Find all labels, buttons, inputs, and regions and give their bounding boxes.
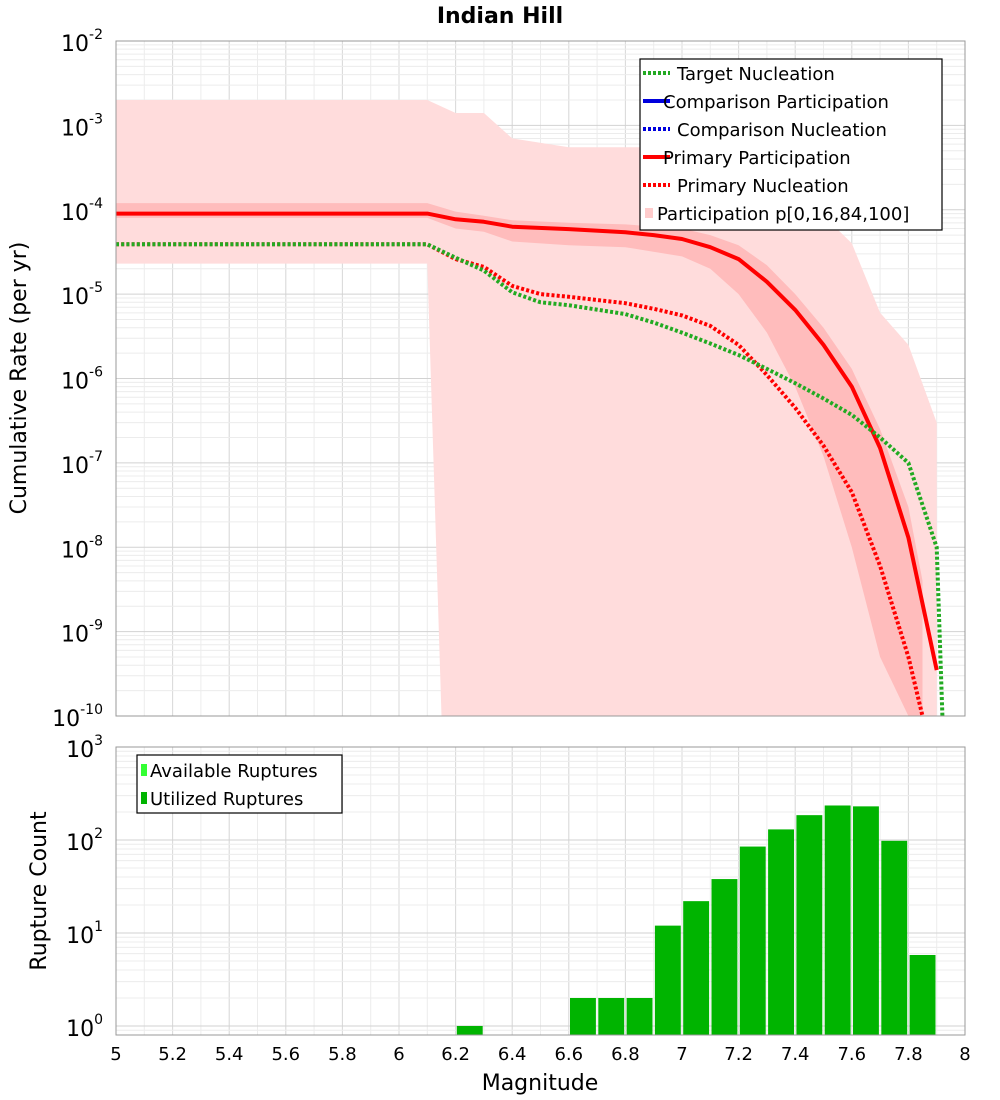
legend-label: Target Nucleation bbox=[676, 64, 835, 85]
y-axis-label-top: Cumulative Rate (per yr) bbox=[7, 242, 32, 515]
legend-label: Primary Nucleation bbox=[677, 176, 849, 197]
y-tick-base: 10 bbox=[61, 201, 89, 226]
legend-swatch bbox=[141, 792, 147, 804]
y-tick-base: 10 bbox=[61, 454, 89, 479]
series-line-primary-participation bbox=[116, 211, 939, 671]
bar bbox=[768, 829, 794, 1035]
y-tick-base: 10 bbox=[61, 538, 89, 563]
y-tick-exponent: -7 bbox=[89, 449, 103, 465]
bar bbox=[654, 925, 681, 1035]
y-tick-base: 10 bbox=[66, 831, 94, 856]
y-tick-label: 102 bbox=[66, 826, 103, 856]
y-tick-exponent: -5 bbox=[89, 280, 103, 296]
legend-label: Comparison Participation bbox=[663, 92, 889, 113]
legend-bottom: Available Ruptures Utilized Ruptures bbox=[136, 754, 343, 814]
y-tick-base: 10 bbox=[61, 285, 89, 310]
plot-frame-top bbox=[115, 40, 966, 717]
series-line-primary-nucleation bbox=[116, 242, 925, 716]
x-tick-label: 6.6 bbox=[554, 1044, 583, 1065]
x-tick-label: 7.6 bbox=[837, 1044, 866, 1065]
bar bbox=[683, 901, 710, 1035]
y-tick-base: 10 bbox=[61, 623, 89, 648]
y-tick-base: 10 bbox=[61, 370, 89, 395]
y-tick-label: 10-8 bbox=[61, 533, 103, 563]
y-tick-label: 10-2 bbox=[61, 27, 103, 57]
y-tick-base: 10 bbox=[61, 32, 89, 57]
y-tick-label: 10-4 bbox=[61, 196, 103, 226]
y-tick-base: 10 bbox=[52, 707, 80, 732]
y-tick-exponent: -8 bbox=[89, 533, 103, 549]
bar bbox=[598, 997, 625, 1035]
y-tick-label: 100 bbox=[66, 1012, 103, 1042]
x-tick-label: 6.8 bbox=[611, 1044, 640, 1065]
legend-label: Comparison Nucleation bbox=[677, 120, 887, 141]
legend-swatch bbox=[141, 764, 147, 776]
x-tick-label: 5.2 bbox=[158, 1044, 187, 1065]
x-tick-label: 6.4 bbox=[498, 1044, 527, 1065]
x-tick-label: 6.2 bbox=[441, 1044, 470, 1065]
y-tick-exponent: -6 bbox=[89, 365, 103, 381]
series-line-target-nucleation bbox=[116, 242, 945, 716]
y-tick-label: 103 bbox=[66, 733, 103, 763]
y-tick-exponent: -2 bbox=[89, 27, 103, 43]
y-tick-label: 10-10 bbox=[52, 702, 103, 732]
bar bbox=[909, 954, 936, 1035]
bar bbox=[456, 1025, 483, 1035]
x-ticks: 5 5.2 5.4 5.6 5.8 6 6.2 6.4 6.6 6.8 7 7.2 7.4 7.6 7.8 8 bbox=[110, 1044, 970, 1065]
legend-label: Primary Participation bbox=[663, 148, 851, 169]
x-tick-label: 5.6 bbox=[271, 1044, 300, 1065]
legend-top: Target Nucleation Comparison Participatio… bbox=[639, 58, 943, 231]
bars-group bbox=[456, 805, 936, 1035]
y-axis-label-bottom: Rupture Count bbox=[27, 811, 52, 971]
x-tick-label: 5.8 bbox=[328, 1044, 357, 1065]
y-tick-label: 10-7 bbox=[61, 449, 103, 479]
legend-label: Participation p[0,16,84,100] bbox=[657, 204, 909, 225]
bar bbox=[824, 805, 851, 1035]
y-tick-base: 10 bbox=[61, 116, 89, 141]
bar bbox=[711, 879, 738, 1035]
y-tick-exponent: 0 bbox=[94, 1012, 103, 1028]
x-axis-label: Magnitude bbox=[482, 1071, 599, 1096]
y-tick-label: 10-5 bbox=[61, 280, 103, 310]
x-tick-label: 7 bbox=[676, 1044, 687, 1065]
chart-title: Indian Hill bbox=[437, 4, 563, 29]
y-tick-exponent: 2 bbox=[94, 826, 103, 842]
x-tick-label: 5.4 bbox=[215, 1044, 244, 1065]
legend-box bbox=[639, 58, 943, 231]
x-tick-label: 7.4 bbox=[781, 1044, 810, 1065]
x-tick-label: 6 bbox=[393, 1044, 404, 1065]
x-tick-label: 7.8 bbox=[894, 1044, 923, 1065]
legend-box bbox=[136, 754, 343, 814]
series-group bbox=[116, 211, 945, 716]
y-tick-base: 10 bbox=[66, 738, 94, 763]
y-tick-exponent: -10 bbox=[80, 702, 103, 718]
bar bbox=[739, 846, 766, 1035]
legend-swatch bbox=[645, 208, 653, 218]
x-tick-label: 8 bbox=[959, 1044, 970, 1065]
bar bbox=[853, 806, 879, 1035]
bar bbox=[881, 840, 908, 1035]
y-tick-exponent: 1 bbox=[94, 919, 103, 935]
legend-label: Utilized Ruptures bbox=[150, 789, 303, 810]
bar bbox=[570, 997, 596, 1035]
plot-frame-bottom bbox=[115, 746, 966, 1036]
y-tick-label: 10-9 bbox=[61, 618, 103, 648]
legend-label: Available Ruptures bbox=[150, 761, 318, 782]
x-tick-label: 7.2 bbox=[724, 1044, 753, 1065]
bar bbox=[796, 815, 823, 1035]
bar bbox=[626, 997, 653, 1035]
y-tick-label: 10-6 bbox=[61, 365, 103, 395]
x-tick-label: 5 bbox=[110, 1044, 121, 1065]
y-tick-exponent: 3 bbox=[94, 733, 103, 749]
y-tick-base: 10 bbox=[66, 1017, 94, 1042]
y-tick-label: 10-3 bbox=[61, 111, 103, 141]
y-tick-base: 10 bbox=[66, 924, 94, 949]
y-tick-exponent: -3 bbox=[89, 111, 103, 127]
y-tick-label: 101 bbox=[66, 919, 103, 949]
y-tick-exponent: -4 bbox=[89, 196, 103, 212]
y-tick-exponent: -9 bbox=[89, 618, 103, 634]
